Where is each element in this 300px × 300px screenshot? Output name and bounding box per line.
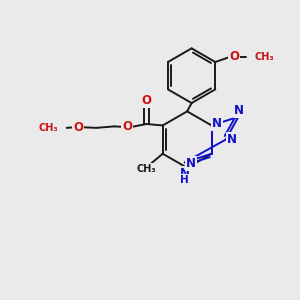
- Text: N: N: [186, 158, 196, 170]
- Text: CH₃: CH₃: [39, 123, 58, 133]
- Text: CH₃: CH₃: [254, 52, 274, 62]
- Text: O: O: [73, 121, 83, 134]
- Text: H: H: [180, 175, 189, 185]
- Text: N: N: [227, 133, 237, 146]
- Text: N: N: [180, 167, 190, 180]
- Text: CH₃: CH₃: [136, 164, 156, 174]
- Text: O: O: [122, 121, 132, 134]
- Text: N: N: [233, 104, 244, 117]
- Text: O: O: [141, 94, 152, 107]
- Text: N: N: [212, 118, 222, 130]
- Text: O: O: [229, 50, 239, 63]
